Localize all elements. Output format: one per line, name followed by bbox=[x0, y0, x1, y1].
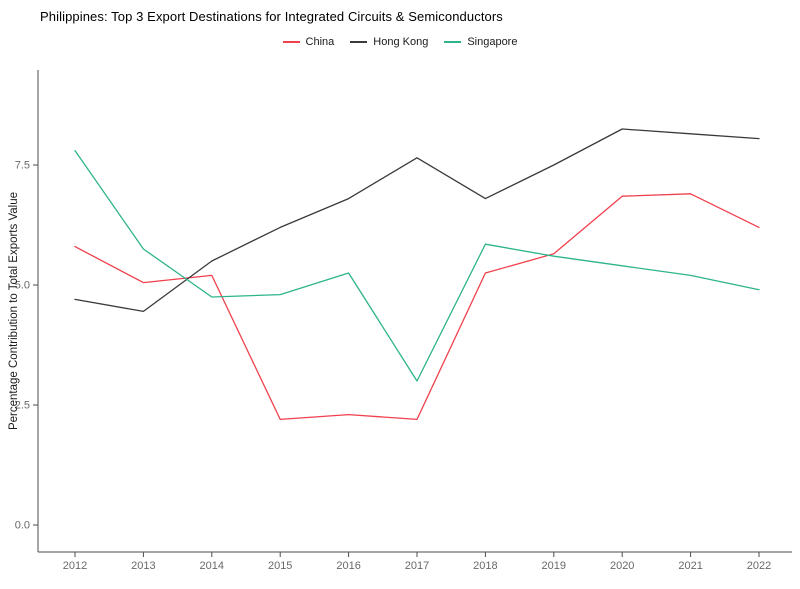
legend-item-hong-kong: Hong Kong bbox=[350, 36, 428, 48]
x-tick-label: 2021 bbox=[678, 560, 702, 572]
legend-label-china: China bbox=[305, 36, 335, 48]
x-tick-label: 2016 bbox=[336, 560, 360, 572]
y-tick-label: 0.0 bbox=[15, 520, 30, 532]
x-tick-label: 2014 bbox=[200, 560, 224, 572]
x-tick-label: 2017 bbox=[405, 560, 429, 572]
x-tick-label: 2013 bbox=[131, 560, 155, 572]
chart-title: Philippines: Top 3 Export Destinations f… bbox=[40, 9, 503, 24]
y-tick-label: 2.5 bbox=[15, 400, 30, 412]
series-line-singapore bbox=[74, 149, 760, 382]
legend-label-hong-kong: Hong Kong bbox=[373, 36, 429, 48]
series-line-hong-kong bbox=[74, 128, 760, 313]
x-tick-label: 2020 bbox=[610, 560, 634, 572]
legend-label-singapore: Singapore bbox=[467, 36, 518, 48]
y-axis-title: Percentage Contribution to Total Exports… bbox=[8, 192, 20, 430]
x-tick-label: 2022 bbox=[747, 560, 771, 572]
legend: China Hong Kong Singapore bbox=[0, 36, 800, 48]
legend-line-swatch-china bbox=[282, 41, 300, 43]
legend-line-swatch-singapore bbox=[444, 41, 462, 43]
legend-line-swatch-hong-kong bbox=[350, 41, 368, 43]
legend-item-singapore: Singapore bbox=[444, 36, 517, 48]
y-tick-label: 5.0 bbox=[15, 280, 30, 292]
x-tick-label: 2015 bbox=[268, 560, 292, 572]
y-tick-label: 7.5 bbox=[15, 160, 30, 172]
x-tick-label: 2019 bbox=[542, 560, 566, 572]
x-tick-label: 2012 bbox=[63, 560, 87, 572]
x-tick-label: 2018 bbox=[473, 560, 497, 572]
legend-item-china: China bbox=[282, 36, 335, 48]
series-line-china bbox=[74, 193, 760, 421]
